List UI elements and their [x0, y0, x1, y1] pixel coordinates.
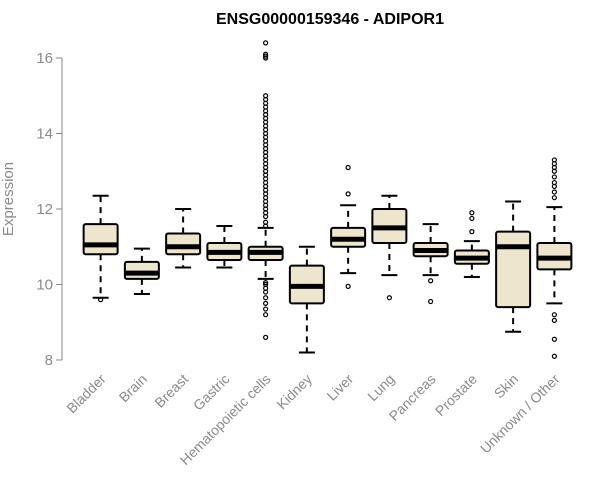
- box-group: [536, 157, 573, 359]
- chart-title: ENSG00000159346 - ADIPOR1: [216, 11, 444, 28]
- iqr-box: [123, 260, 160, 280]
- outlier-point: [263, 219, 269, 225]
- box-group: [330, 164, 367, 289]
- x-tick-label: Lung: [364, 371, 397, 404]
- y-tick-label: 16: [36, 50, 53, 67]
- outlier-point: [263, 334, 269, 340]
- x-tick-label: Bladder: [63, 371, 109, 417]
- outlier-point: [263, 300, 269, 306]
- outlier-point: [551, 157, 557, 163]
- box-group: [371, 194, 408, 301]
- outlier-point: [263, 295, 269, 301]
- y-axis: 8 10 12 14 16: [36, 50, 63, 369]
- y-tick-label: 14: [36, 126, 53, 143]
- outlier-point: [263, 280, 269, 286]
- box-group: [165, 208, 202, 269]
- outlier-point: [551, 353, 557, 359]
- y-tick-label: 12: [36, 201, 53, 218]
- boxes: [82, 40, 573, 359]
- x-tick-label: Skin: [491, 371, 522, 402]
- outlier-point: [551, 189, 557, 195]
- outlier-point: [345, 164, 351, 171]
- outlier-point: [428, 278, 434, 284]
- outlier-point: [263, 53, 269, 59]
- outlier-point: [263, 40, 269, 46]
- outlier-point: [263, 306, 269, 312]
- iqr-box: [165, 232, 202, 256]
- outlier-point: [263, 281, 269, 288]
- outlier-point: [469, 215, 475, 222]
- outlier-point: [345, 191, 351, 197]
- x-tick-label: Kidney: [273, 371, 315, 413]
- box-group: [206, 224, 243, 269]
- outlier-point: [551, 179, 557, 186]
- x-tick-label: Prostate: [432, 371, 480, 419]
- box-group: [123, 247, 160, 295]
- outlier-point: [551, 312, 557, 318]
- outlier-point: [386, 295, 392, 301]
- x-tick-label: Breast: [151, 371, 191, 411]
- box-group: [412, 223, 449, 305]
- box-group: [288, 245, 325, 354]
- outlier-point: [98, 297, 104, 303]
- x-tick-label: Brain: [116, 371, 150, 405]
- outlier-point: [469, 210, 475, 216]
- box-group: [82, 194, 119, 303]
- outlier-point: [263, 312, 269, 318]
- box-group: [453, 210, 490, 278]
- outlier-point: [551, 174, 557, 180]
- box-group: [247, 40, 284, 340]
- iqr-box: [82, 223, 119, 256]
- x-tick-label: Liver: [323, 371, 356, 404]
- outlier-point: [263, 51, 269, 57]
- outlier-point: [469, 229, 475, 235]
- outlier-point: [551, 317, 557, 323]
- outlier-point: [551, 195, 557, 201]
- iqr-box: [495, 230, 532, 309]
- outlier-point: [428, 298, 434, 305]
- box-group: [495, 200, 532, 333]
- outlier-point: [551, 336, 557, 342]
- y-tick-label: 10: [36, 277, 53, 294]
- y-axis-label: Expression: [0, 162, 17, 236]
- outlier-point: [263, 93, 269, 99]
- outlier-point: [345, 283, 351, 289]
- y-tick-label: 8: [45, 352, 53, 369]
